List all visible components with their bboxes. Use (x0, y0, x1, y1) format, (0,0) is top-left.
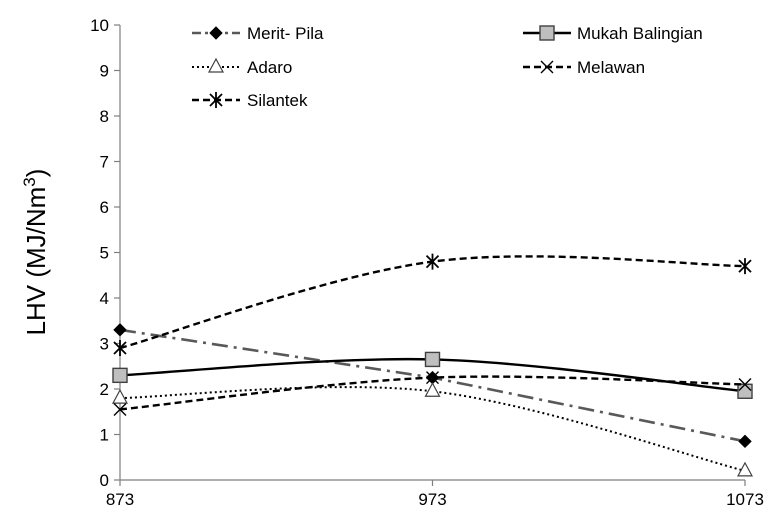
legend-label-silantek: Silantek (247, 91, 308, 110)
data-point-mukah-balingian (112, 367, 128, 384)
data-point-merit-pila (113, 323, 127, 337)
series-line-silantek (119, 255, 746, 350)
data-point-silantek (425, 253, 440, 270)
legend-label-merit-pila: Merit- Pila (247, 24, 324, 43)
y-tick-label: 0 (100, 471, 109, 490)
series-silantek (113, 253, 752, 357)
data-point-melawan (426, 371, 439, 385)
y-tick-label: 8 (100, 107, 109, 126)
data-point-silantek (113, 340, 127, 357)
series-melawan (113, 371, 752, 416)
data-point-adaro (736, 461, 754, 477)
data-point-adaro (424, 382, 441, 397)
legend-marker-mukah-balingian (539, 25, 555, 41)
data-point-melawan (738, 377, 752, 391)
series-adaro (111, 382, 754, 477)
y-tick-label: 4 (100, 289, 109, 308)
legend-item-merit-pila: Merit- Pila (192, 24, 324, 43)
y-tick-label: 1 (100, 426, 109, 445)
legend-item-adaro: Adaro (192, 57, 292, 77)
y-tick-label: 9 (100, 62, 109, 81)
y-ticks: 0 1 2 3 4 5 6 7 8 9 10 (90, 16, 120, 490)
legend: Merit- Pila Mukah Balingian Adaro Melawan Si… (192, 24, 703, 110)
y-tick-label: 5 (100, 244, 109, 263)
data-point-mukah-balingian (424, 351, 441, 368)
legend-label-mukah-balingian: Mukah Balingian (577, 24, 703, 43)
legend-item-melawan: Melawan (523, 58, 645, 77)
y-axis-title-text: LHV (MJ/Nm (21, 187, 51, 336)
y-axis-title-superscript: 3 (20, 177, 39, 186)
legend-marker-silantek (209, 92, 223, 108)
x-ticks: 873 973 1073 (106, 480, 764, 509)
data-point-mukah-balingian (737, 383, 753, 399)
x-tick-label: 1073 (726, 490, 764, 509)
legend-item-silantek: Silantek (192, 91, 308, 110)
legend-marker-merit-pila (209, 26, 223, 40)
legend-item-mukah-balingian: Mukah Balingian (523, 24, 703, 43)
y-tick-label: 7 (100, 153, 109, 172)
series-line-adaro (119, 386, 746, 472)
legend-label-adaro: Adaro (247, 58, 292, 77)
y-tick-label: 10 (90, 16, 109, 35)
y-tick-label: 6 (100, 198, 109, 217)
data-point-adaro (111, 388, 129, 404)
data-point-silantek (738, 258, 752, 275)
legend-marker-melawan (540, 60, 554, 74)
y-tick-label: 3 (100, 335, 109, 354)
data-point-melawan (113, 402, 127, 416)
axes (119, 25, 745, 481)
x-tick-label: 973 (418, 490, 446, 509)
data-point-merit-pila (738, 434, 752, 449)
x-tick-label: 873 (106, 490, 134, 509)
y-axis-title-close: ) (21, 169, 51, 178)
y-axis-title: LHV (MJ/Nm3) (20, 169, 51, 336)
y-tick-label: 2 (100, 380, 109, 399)
legend-marker-adaro (207, 57, 225, 73)
series-layer (111, 253, 754, 477)
legend-label-melawan: Melawan (577, 58, 645, 77)
